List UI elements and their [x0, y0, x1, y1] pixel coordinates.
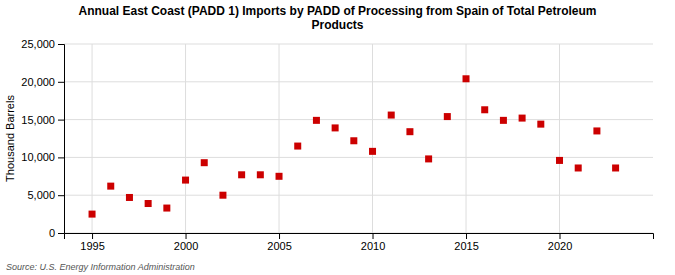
point — [276, 173, 283, 180]
point — [201, 159, 208, 166]
point — [500, 117, 507, 124]
y-tick: 0 — [49, 227, 64, 239]
point — [219, 192, 226, 199]
y-tick: 15,000 — [21, 114, 64, 126]
x-tick-mark — [560, 233, 561, 239]
point — [126, 194, 133, 201]
grid-line-y — [64, 81, 653, 82]
grid-line-x — [559, 44, 560, 233]
point — [575, 164, 582, 171]
y-tick: 20,000 — [21, 76, 64, 88]
grid — [64, 44, 653, 233]
title-line: Annual East Coast (PADD 1) Imports by PA… — [78, 4, 596, 18]
point — [294, 143, 301, 150]
chart: 1995 2000 2005 2010 2015 2020 0 5,000 10,000 15,0… — [0, 0, 675, 275]
grid-line-x — [372, 44, 373, 233]
x-tick: 2020 — [548, 233, 572, 252]
points — [89, 75, 620, 217]
x-tick: 2000 — [174, 233, 198, 252]
point — [556, 157, 563, 164]
y-tick-label: 10,000 — [21, 151, 55, 163]
point — [145, 200, 152, 207]
y-tick: 25,000 — [21, 38, 64, 50]
x-tick-mark — [279, 233, 280, 239]
point — [463, 75, 470, 82]
y-axis-label: Thousand Barrels — [4, 95, 16, 182]
y-tick-label: 20,000 — [21, 76, 55, 88]
annotation: Source: U.S. Energy Information Administ… — [6, 262, 195, 272]
point — [612, 164, 619, 171]
x-tick-mark — [466, 233, 467, 239]
point — [350, 137, 357, 144]
point — [163, 205, 170, 212]
grid-line-x — [185, 44, 186, 233]
y-tick-mark — [58, 82, 64, 83]
grid-line-x — [279, 44, 280, 233]
point — [593, 127, 600, 134]
x-axis-line — [65, 234, 654, 240]
y-tick-mark — [58, 195, 64, 196]
point — [481, 106, 488, 113]
y-tick: 10,000 — [21, 151, 64, 163]
plot-area: 1995 2000 2005 2010 2015 2020 0 5,000 10,000 15,0… — [21, 38, 653, 252]
point — [182, 177, 189, 184]
point — [257, 171, 264, 178]
grid-line-y — [64, 44, 653, 45]
x-axis: 1995 2000 2005 2010 2015 2020 — [65, 233, 654, 252]
y-tick-label: 0 — [49, 227, 55, 239]
x-tick: 2010 — [361, 233, 385, 252]
point — [313, 117, 320, 124]
point — [332, 124, 339, 131]
grid-line-x — [92, 44, 93, 233]
x-tick-label: 2015 — [454, 240, 478, 252]
grid-line-y — [64, 157, 653, 158]
y-tick-mark — [58, 157, 64, 158]
y-tick-mark — [58, 120, 64, 121]
grid-line-y — [64, 119, 653, 120]
point — [89, 211, 96, 218]
point — [444, 113, 451, 120]
point — [425, 155, 432, 162]
point — [388, 112, 395, 119]
x-tick-mark — [92, 233, 93, 239]
x-tick-mark — [373, 233, 374, 239]
x-tick-mark — [186, 233, 187, 239]
point — [406, 128, 413, 135]
y-tick-label: 5,000 — [27, 189, 55, 201]
y-axis-line — [58, 45, 65, 234]
y-axis: 0 5,000 10,000 15,000 20,000 25,000 — [21, 38, 64, 239]
title: Annual East Coast (PADD 1) Imports by PA… — [78, 4, 596, 32]
point — [107, 183, 114, 190]
grid-line-y — [64, 195, 653, 196]
point — [519, 115, 526, 122]
x-tick: 2015 — [454, 233, 478, 252]
grid-line-x — [466, 44, 467, 233]
y-tick: 5,000 — [27, 189, 64, 201]
x-tick-label: 2020 — [548, 240, 572, 252]
point — [537, 121, 544, 128]
y-tick-mark — [58, 233, 64, 234]
title-line: Products — [311, 18, 363, 32]
y-tick-label: 25,000 — [21, 38, 55, 50]
x-tick: 1995 — [80, 233, 104, 252]
x-tick-label: 2010 — [361, 240, 385, 252]
point — [369, 148, 376, 155]
x-tick-label: 1995 — [80, 240, 104, 252]
x-tick: 2005 — [267, 233, 291, 252]
x-tick-label: 2005 — [267, 240, 291, 252]
point — [238, 171, 245, 178]
y-tick-mark — [58, 44, 64, 45]
y-tick-label: 15,000 — [21, 114, 55, 126]
x-tick-label: 2000 — [174, 240, 198, 252]
